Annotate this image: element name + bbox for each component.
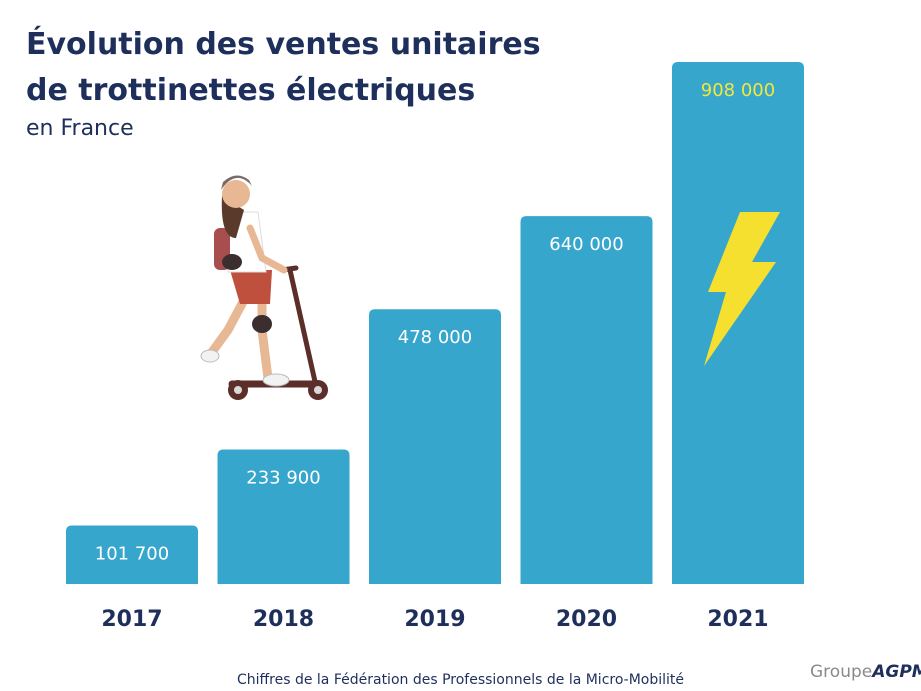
bars-group bbox=[66, 62, 804, 584]
bar-value-label-2020: 640 000 bbox=[549, 234, 623, 255]
lightning-bolt-icon bbox=[704, 212, 780, 366]
bar-value-label-2018: 233 900 bbox=[246, 468, 320, 489]
bar-2020 bbox=[520, 216, 653, 584]
chart-subtitle: en France bbox=[26, 116, 134, 141]
bar-value-label-2021: 908 000 bbox=[701, 80, 775, 101]
bar-chart: 101 700 2017 233 900 2018 478 000 2019 640 000… bbox=[66, 62, 804, 632]
scooter-rider-illustration bbox=[200, 175, 328, 400]
bar-value-label-2019: 478 000 bbox=[398, 327, 472, 348]
bar-2021 bbox=[672, 62, 804, 584]
logo-brand: AGPM bbox=[872, 662, 921, 682]
x-tick-label-2017: 2017 bbox=[101, 607, 162, 632]
source-note: Chiffres de la Fédération des Profession… bbox=[236, 672, 685, 688]
chart-title: Évolution des ventes unitaires de trotti… bbox=[26, 22, 541, 114]
bar-2017 bbox=[66, 525, 198, 584]
agpm-logo: GroupeAGPM bbox=[810, 662, 921, 682]
title-line-1: Évolution des ventes unitaires bbox=[26, 27, 541, 62]
logo-prefix: Groupe bbox=[810, 662, 873, 682]
x-tick-label-2018: 2018 bbox=[253, 607, 314, 632]
title-line-2: de trottinettes électriques bbox=[26, 73, 476, 108]
bar-2019 bbox=[369, 309, 501, 584]
bar-value-label-2017: 101 700 bbox=[95, 544, 169, 565]
x-tick-label-2021: 2021 bbox=[707, 607, 768, 632]
x-tick-label-2020: 2020 bbox=[556, 607, 617, 632]
x-tick-label-2019: 2019 bbox=[404, 607, 465, 632]
labels-group: 101 700 2017 233 900 2018 478 000 2019 640 000… bbox=[95, 80, 775, 632]
bar-2018 bbox=[217, 449, 350, 584]
